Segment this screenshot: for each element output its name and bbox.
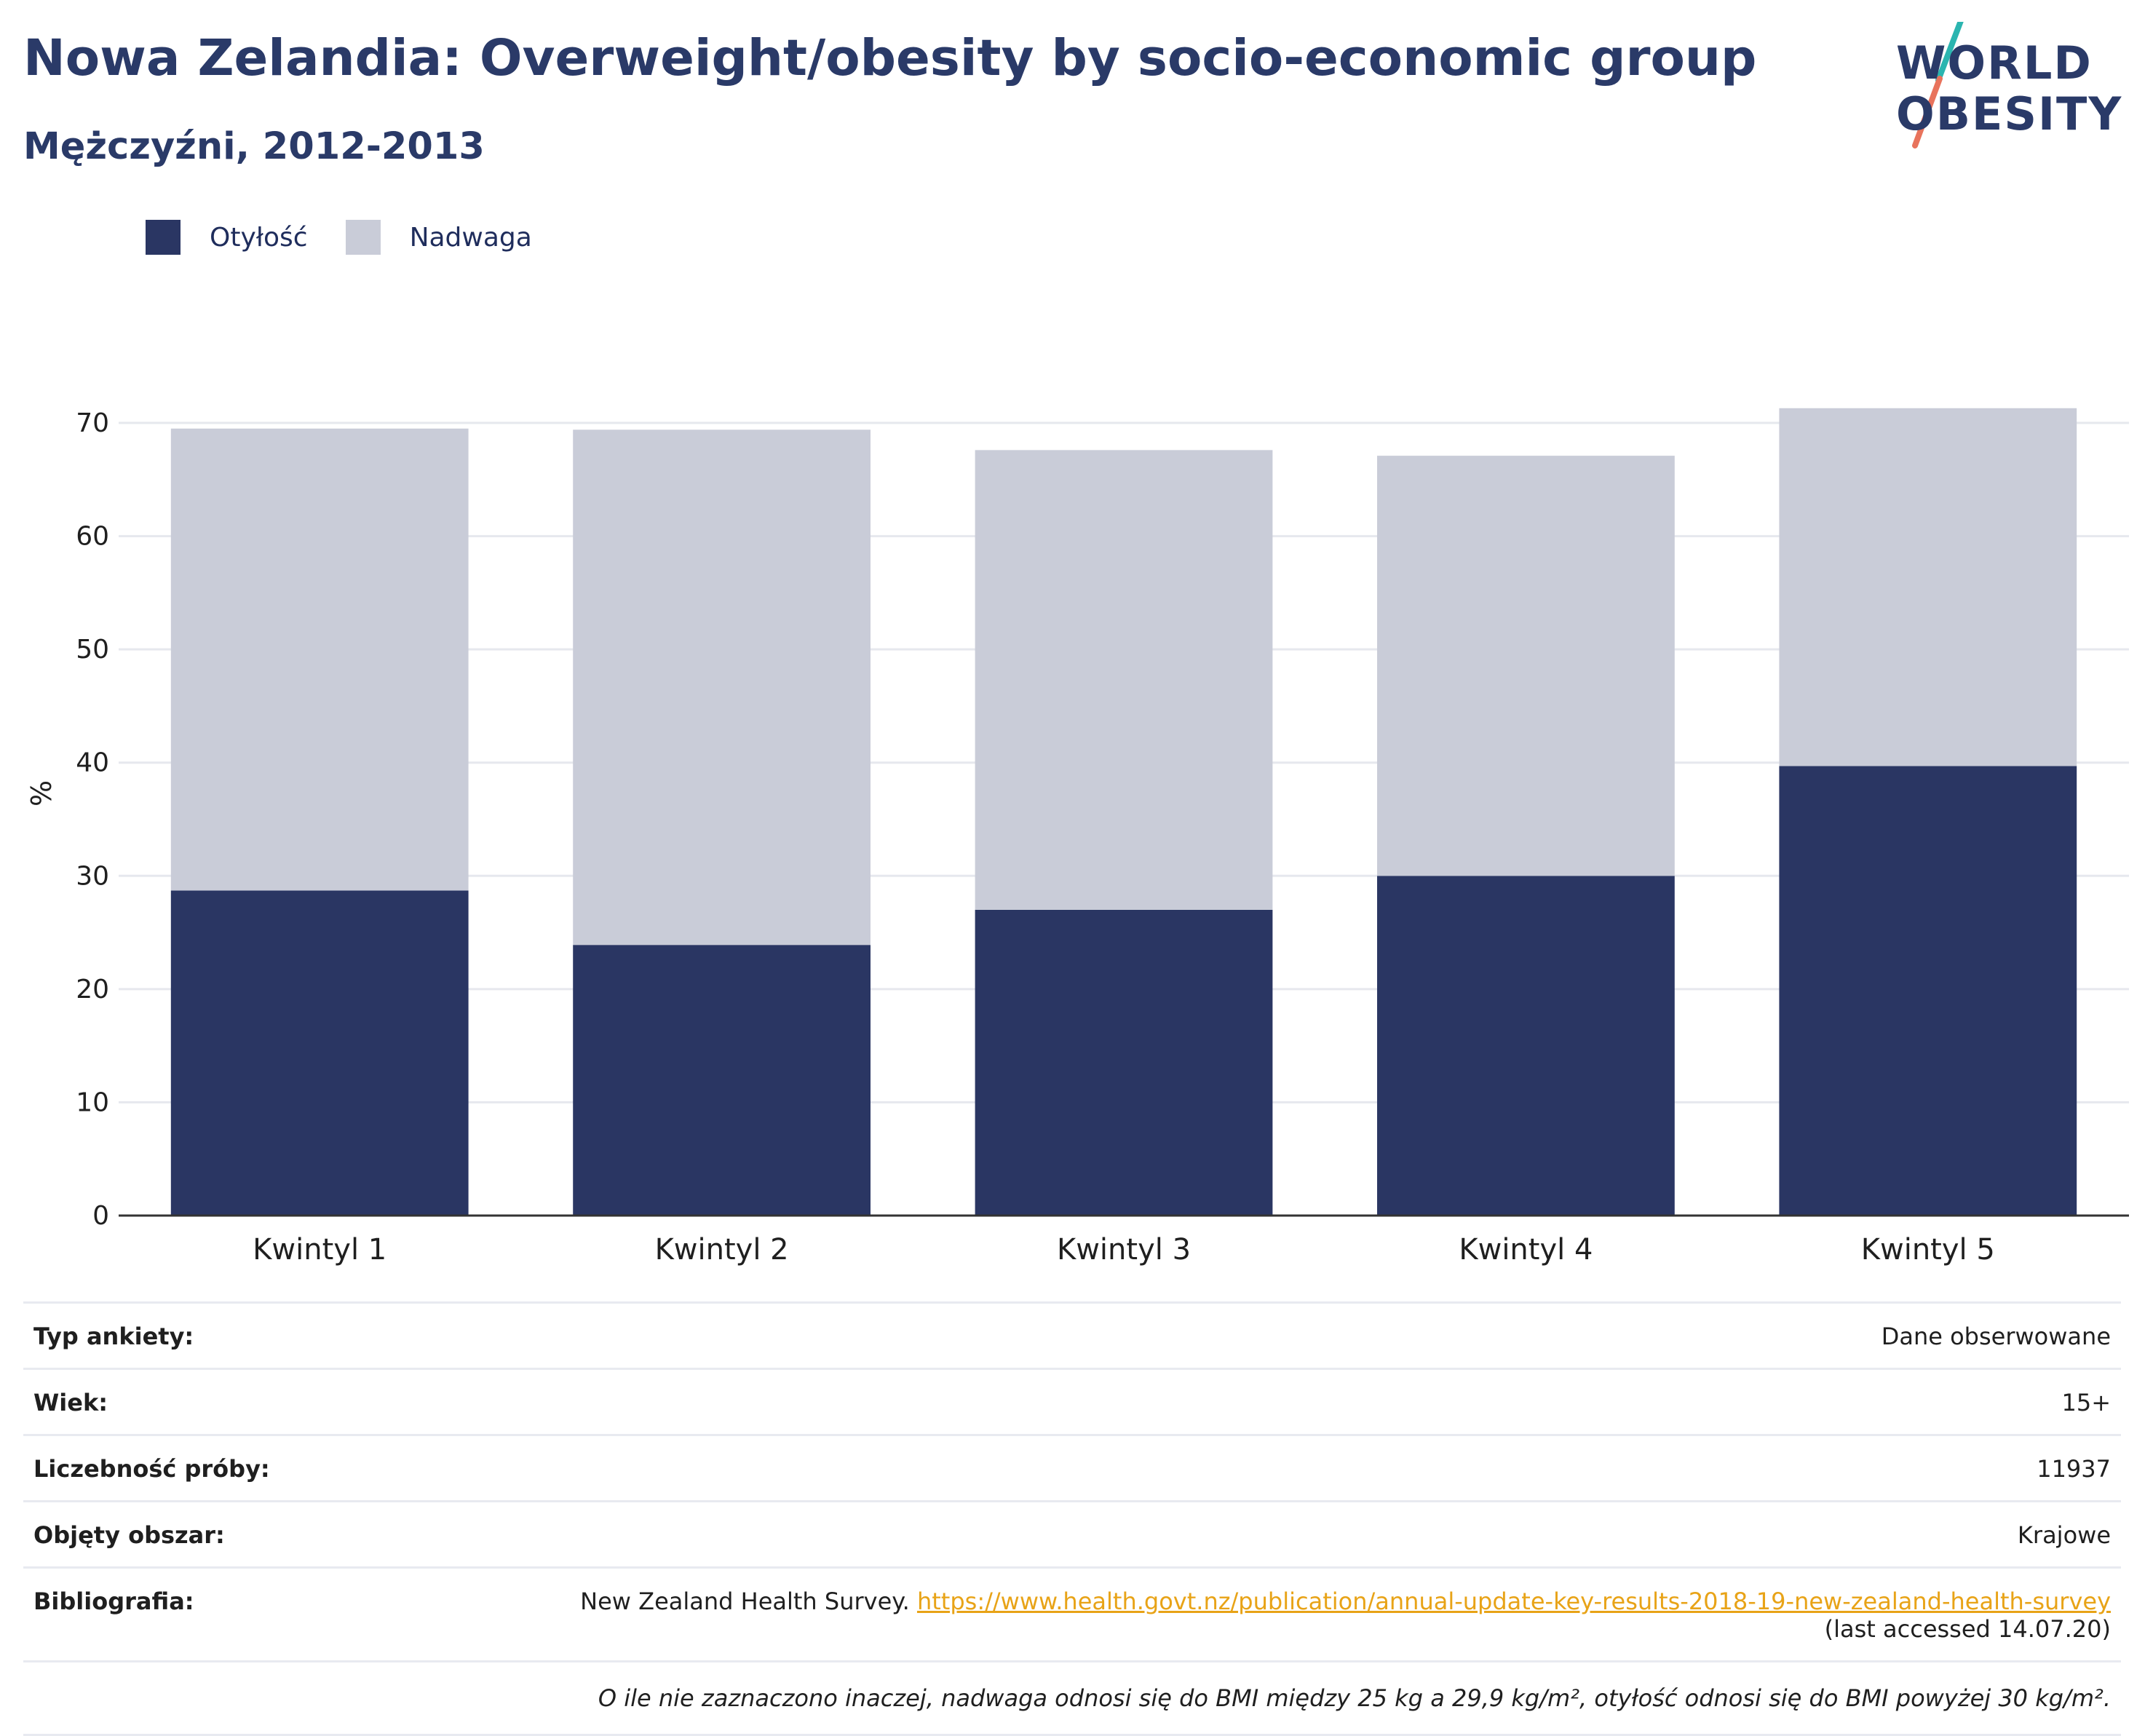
legend-swatch-obesity <box>146 220 181 255</box>
x-tick-label: Kwintyl 3 <box>1057 1233 1191 1267</box>
bar-obesity <box>170 890 469 1216</box>
meta-row-sample-size: Liczebność próby: 11937 <box>23 1434 2121 1500</box>
bar-obesity <box>975 909 1273 1216</box>
y-axis-label: % <box>25 780 58 806</box>
x-tick-label: Kwintyl 1 <box>253 1233 386 1267</box>
bmi-note: O ile nie zaznaczono inaczej, nadwaga od… <box>598 1684 2111 1712</box>
y-tick-label: 0 <box>92 1201 109 1231</box>
logo-line-2: OBESITY <box>1896 87 2123 140</box>
meta-key: Liczebność próby: <box>33 1455 270 1483</box>
bar-overweight <box>573 429 871 946</box>
meta-value: New Zealand Health Survey. https://www.h… <box>580 1588 2111 1643</box>
bar-overweight <box>1377 456 1675 876</box>
y-tick-label: 20 <box>76 975 109 1004</box>
chart-title: Nowa Zelandia: Overweight/obesity by soc… <box>23 29 1757 87</box>
meta-value: 11937 <box>2037 1455 2111 1483</box>
legend-swatch-overweight <box>345 220 381 255</box>
meta-key: Typ ankiety: <box>33 1323 194 1350</box>
meta-key: Bibliografia: <box>33 1588 194 1615</box>
y-tick-label: 60 <box>76 522 109 552</box>
bibliography-source: New Zealand Health Survey. <box>580 1588 910 1615</box>
bar-overweight <box>975 450 1273 910</box>
x-tick-label: Kwintyl 2 <box>655 1233 789 1267</box>
survey-metadata-table: Typ ankiety: Dane obserwowane Wiek: 15+ … <box>23 1301 2121 1736</box>
bar-overweight <box>170 428 469 891</box>
y-tick-label: 70 <box>76 408 109 438</box>
stacked-bar-chart: 0 10 20 30 40 50 60 70% Kwintyl 1 Kwintyl 2 Kwinty… <box>25 408 2129 1267</box>
chart-legend: Otyłość Nadwaga <box>146 215 570 259</box>
bibliography-link[interactable]: https://www.health.govt.nz/publication/a… <box>916 1588 2111 1615</box>
bar-obesity <box>1377 876 1675 1216</box>
bar-obesity <box>573 945 871 1216</box>
bar-obesity <box>1779 766 2077 1216</box>
bibliography-accessed: (last accessed 14.07.20) <box>1824 1615 2111 1643</box>
y-tick-label: 10 <box>76 1087 109 1117</box>
legend-label-obesity: Otyłość <box>210 222 308 253</box>
x-tick-label: Kwintyl 5 <box>1861 1233 1995 1267</box>
logo-slash-icon <box>1912 22 1964 148</box>
y-tick-label: 30 <box>76 861 109 891</box>
legend-label-overweight: Nadwaga <box>409 222 532 253</box>
chart-subtitle: Mężczyźni, 2012-2013 <box>23 125 485 168</box>
meta-row-area: Objęty obszar: Krajowe <box>23 1500 2121 1566</box>
world-obesity-logo: WORLD OBESITY <box>1896 22 2136 153</box>
meta-row-bibliography: Bibliografia: New Zealand Health Survey.… <box>23 1566 2121 1660</box>
legend-item-obesity[interactable]: Otyłość <box>146 220 308 255</box>
bar-overweight <box>1779 408 2077 766</box>
meta-value: Dane obserwowane <box>1881 1323 2111 1350</box>
y-tick-label: 50 <box>76 635 109 665</box>
logo-line-1: WORLD <box>1896 36 2093 90</box>
legend-item-overweight[interactable]: Nadwaga <box>345 220 532 255</box>
meta-value: Krajowe <box>2017 1521 2111 1549</box>
meta-key: Objęty obszar: <box>33 1521 225 1549</box>
meta-row-note: O ile nie zaznaczono inaczej, nadwaga od… <box>23 1660 2121 1734</box>
meta-key: Wiek: <box>33 1389 108 1416</box>
meta-row-survey-type: Typ ankiety: Dane obserwowane <box>23 1301 2121 1368</box>
y-tick-label: 40 <box>76 748 109 778</box>
x-tick-label: Kwintyl 4 <box>1459 1233 1593 1267</box>
meta-value: 15+ <box>2061 1389 2111 1416</box>
meta-row-age: Wiek: 15+ <box>23 1368 2121 1434</box>
